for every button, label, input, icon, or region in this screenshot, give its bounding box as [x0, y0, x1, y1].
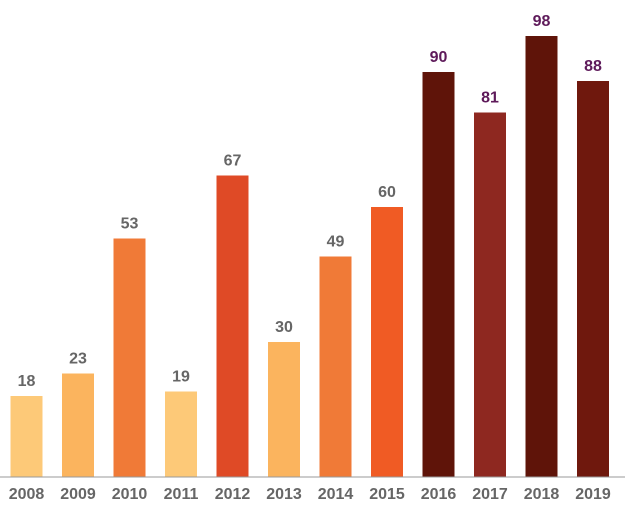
x-tick-label-2018: 2018: [524, 486, 560, 503]
x-tick-label-2012: 2012: [215, 486, 251, 503]
bars-group: [10, 36, 609, 477]
bar-2015: [371, 207, 403, 477]
data-label-2016: 90: [430, 49, 448, 66]
data-label-2008: 18: [18, 373, 36, 390]
x-tick-label-2019: 2019: [575, 486, 611, 503]
bar-2018: [525, 36, 558, 477]
bar-2013: [268, 342, 300, 477]
x-tick-label-2011: 2011: [164, 486, 199, 503]
x-tick-label-2009: 2009: [60, 486, 96, 503]
x-tick-label-2015: 2015: [369, 486, 405, 503]
x-tick-label-2014: 2014: [318, 486, 354, 503]
bar-2017: [474, 112, 506, 477]
data-label-2014: 49: [327, 234, 345, 251]
data-labels-group: 18 23 53 19 67 30 49 60 90 81 98 88: [18, 13, 602, 390]
x-tick-labels-group: 2008 2009 2010 2011 2012 2013 2014 2015 2016 2017…: [9, 486, 611, 503]
data-label-2010: 53: [121, 216, 139, 233]
data-label-2013: 30: [275, 319, 293, 336]
bar-2014: [319, 256, 352, 477]
bar-2019: [577, 81, 609, 477]
x-tick-label-2017: 2017: [472, 486, 508, 503]
bar-2012: [216, 175, 249, 477]
x-tick-label-2010: 2010: [112, 486, 148, 503]
data-label-2017: 81: [481, 90, 499, 107]
bar-2010: [113, 238, 146, 477]
data-label-2015: 60: [378, 184, 396, 201]
x-tick-label-2016: 2016: [421, 486, 457, 503]
data-label-2018: 98: [533, 13, 551, 30]
data-label-2011: 19: [172, 369, 190, 386]
x-tick-label-2013: 2013: [266, 486, 302, 503]
bar-2011: [165, 391, 197, 477]
bar-2008: [10, 396, 43, 477]
data-label-2012: 67: [224, 153, 242, 170]
data-label-2009: 23: [69, 351, 87, 368]
data-label-2019: 88: [584, 58, 602, 75]
bar-2009: [62, 373, 94, 477]
bar-2016: [422, 72, 455, 477]
x-tick-label-2008: 2008: [9, 486, 45, 503]
